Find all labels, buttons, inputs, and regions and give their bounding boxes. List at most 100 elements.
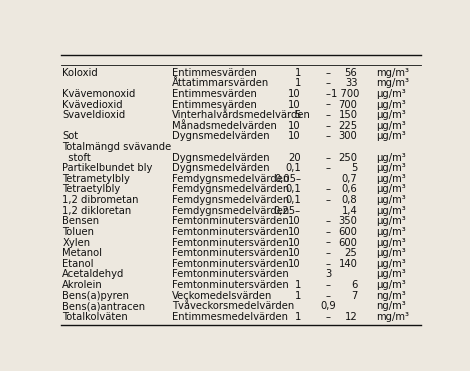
Text: Dygnsmedelvärden: Dygnsmedelvärden [172, 131, 269, 141]
Text: Femtonminutersvärden: Femtonminutersvärden [172, 280, 289, 290]
Text: µg/m³: µg/m³ [376, 152, 406, 162]
Text: µg/m³: µg/m³ [376, 163, 406, 173]
Text: Vinterhalvårdsmedelvärden: Vinterhalvårdsmedelvärden [172, 110, 311, 120]
Text: –: – [326, 131, 331, 141]
Text: 10: 10 [289, 99, 301, 109]
Text: Akrolein: Akrolein [63, 280, 103, 290]
Text: µg/m³: µg/m³ [376, 131, 406, 141]
Text: 56: 56 [345, 68, 358, 78]
Text: Femdygnsmedelvärden: Femdygnsmedelvärden [172, 206, 289, 216]
Text: –: – [326, 152, 331, 162]
Text: µg/m³: µg/m³ [376, 99, 406, 109]
Text: 3: 3 [325, 269, 331, 279]
Text: 1: 1 [295, 290, 301, 301]
Text: Metanol: Metanol [63, 248, 102, 258]
Text: µg/m³: µg/m³ [376, 280, 406, 290]
Text: Femdygnsmedelvärden: Femdygnsmedelvärden [172, 174, 289, 184]
Text: 0,1: 0,1 [285, 195, 301, 205]
Text: 6: 6 [351, 280, 358, 290]
Text: 7: 7 [351, 290, 358, 301]
Text: Femdygnsmedelvärden: Femdygnsmedelvärden [172, 184, 289, 194]
Text: Acetaldehyd: Acetaldehyd [63, 269, 125, 279]
Text: Dygnsmedelvärden: Dygnsmedelvärden [172, 163, 269, 173]
Text: –: – [326, 227, 331, 237]
Text: 20: 20 [289, 152, 301, 162]
Text: stoft: stoft [63, 152, 91, 162]
Text: 1: 1 [295, 312, 301, 322]
Text: 25: 25 [345, 248, 358, 258]
Text: –: – [326, 163, 331, 173]
Text: Femtonminutersvärden: Femtonminutersvärden [172, 269, 289, 279]
Text: Bensen: Bensen [63, 216, 100, 226]
Text: 5: 5 [295, 110, 301, 120]
Text: 0,6: 0,6 [342, 184, 358, 194]
Text: 0,1: 0,1 [285, 184, 301, 194]
Text: Femtonminutersvärden: Femtonminutersvärden [172, 248, 289, 258]
Text: –: – [326, 78, 331, 88]
Text: 250: 250 [338, 152, 358, 162]
Text: Etanol: Etanol [63, 259, 94, 269]
Text: Toluen: Toluen [63, 227, 94, 237]
Text: Tvåveckorsmedelvärden: Tvåveckorsmedelvärden [172, 301, 294, 311]
Text: 0,1: 0,1 [285, 163, 301, 173]
Text: µg/m³: µg/m³ [376, 269, 406, 279]
Text: 10: 10 [289, 237, 301, 247]
Text: Entimmesvärden: Entimmesvärden [172, 68, 257, 78]
Text: Femdygnsmedelvärden: Femdygnsmedelvärden [172, 195, 289, 205]
Text: 600: 600 [338, 237, 358, 247]
Text: 1: 1 [295, 68, 301, 78]
Text: Kvävemonoxid: Kvävemonoxid [63, 89, 136, 99]
Text: –: – [326, 184, 331, 194]
Text: 5: 5 [351, 163, 358, 173]
Text: 1,2 dikloretan: 1,2 dikloretan [63, 206, 132, 216]
Text: Svaveldioxid: Svaveldioxid [63, 110, 125, 120]
Text: Åttatimmarsvärden: Åttatimmarsvärden [172, 78, 269, 88]
Text: Dygnsmedelvärden: Dygnsmedelvärden [172, 152, 269, 162]
Text: mg/m³: mg/m³ [376, 68, 408, 78]
Text: 600: 600 [338, 227, 358, 237]
Text: 0,8: 0,8 [342, 195, 358, 205]
Text: 0,05–: 0,05– [274, 174, 301, 184]
Text: Femtonminutersvärden: Femtonminutersvärden [172, 227, 289, 237]
Text: 10: 10 [289, 227, 301, 237]
Text: 1,4: 1,4 [342, 206, 358, 216]
Text: Månadsmedelvärden: Månadsmedelvärden [172, 121, 276, 131]
Text: µg/m³: µg/m³ [376, 216, 406, 226]
Text: 350: 350 [338, 216, 358, 226]
Text: –: – [326, 110, 331, 120]
Text: 33: 33 [345, 78, 358, 88]
Text: Veckomedelsvärden: Veckomedelsvärden [172, 290, 272, 301]
Text: Kvävedioxid: Kvävedioxid [63, 99, 123, 109]
Text: –: – [326, 290, 331, 301]
Text: 10: 10 [289, 259, 301, 269]
Text: mg/m³: mg/m³ [376, 312, 408, 322]
Text: µg/m³: µg/m³ [376, 110, 406, 120]
Text: µg/m³: µg/m³ [376, 89, 406, 99]
Text: 300: 300 [339, 131, 358, 141]
Text: Tetraetylbly: Tetraetylbly [63, 184, 121, 194]
Text: –: – [326, 99, 331, 109]
Text: µg/m³: µg/m³ [376, 248, 406, 258]
Text: Entimmesmedelvärden: Entimmesmedelvärden [172, 312, 288, 322]
Text: 700: 700 [338, 99, 358, 109]
Text: µg/m³: µg/m³ [376, 259, 406, 269]
Text: 12: 12 [345, 312, 358, 322]
Text: µg/m³: µg/m³ [376, 195, 406, 205]
Text: –: – [326, 68, 331, 78]
Text: –: – [326, 248, 331, 258]
Text: Femtonminutersvärden: Femtonminutersvärden [172, 216, 289, 226]
Text: ng/m³: ng/m³ [376, 290, 406, 301]
Text: µg/m³: µg/m³ [376, 206, 406, 216]
Text: –: – [326, 259, 331, 269]
Text: 0,25–: 0,25– [274, 206, 301, 216]
Text: –: – [326, 237, 331, 247]
Text: 10: 10 [289, 248, 301, 258]
Text: –: – [326, 216, 331, 226]
Text: µg/m³: µg/m³ [376, 184, 406, 194]
Text: Totalmängd svävande: Totalmängd svävande [63, 142, 172, 152]
Text: –: – [326, 312, 331, 322]
Text: Entimmesvärden: Entimmesvärden [172, 89, 257, 99]
Text: Tetrametylbly: Tetrametylbly [63, 174, 130, 184]
Text: Femtonminutersvärden: Femtonminutersvärden [172, 237, 289, 247]
Text: 225: 225 [338, 121, 358, 131]
